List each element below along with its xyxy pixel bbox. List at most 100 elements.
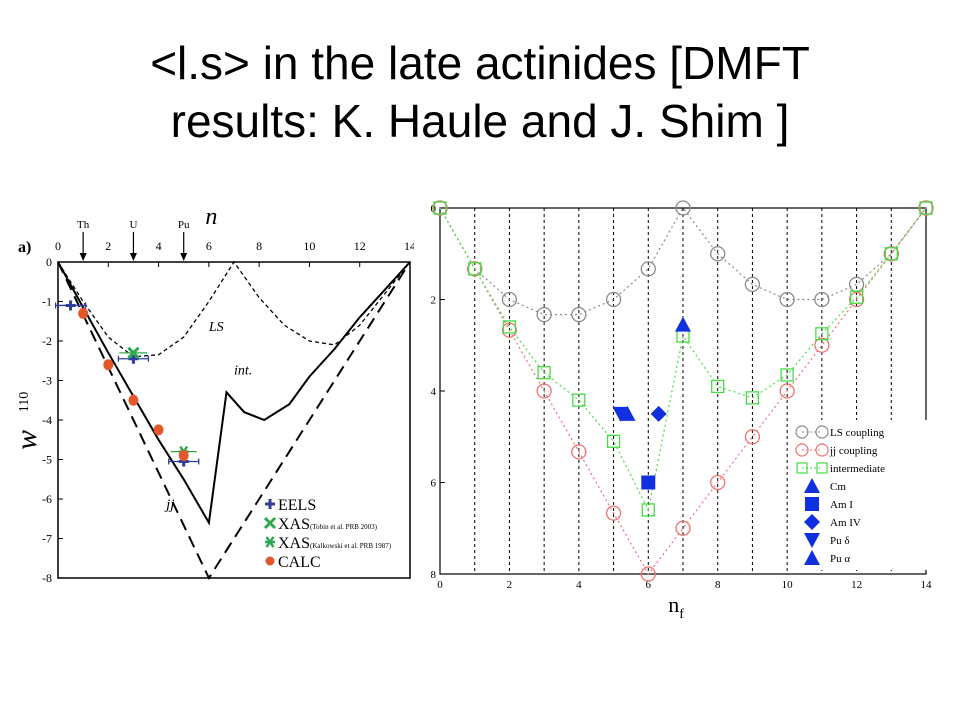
x-tick-label: 4	[156, 239, 162, 253]
data-point-square	[433, 201, 447, 215]
x-tick-label: 8	[715, 579, 721, 591]
x-tick-label: 10	[782, 579, 794, 591]
data-point-circle	[814, 337, 830, 353]
data-point-square	[641, 503, 655, 517]
data-point-x	[127, 346, 140, 359]
data-point-circle	[710, 474, 726, 491]
legend-marker-diamond	[804, 514, 820, 530]
legend-label: jj coupling	[829, 445, 878, 457]
legend-marker-circle	[795, 425, 809, 439]
legend-marker-circle	[815, 425, 829, 439]
x-axis-label: n	[205, 204, 217, 230]
legend-label: LS coupling	[830, 427, 885, 439]
data-point-circle	[501, 322, 518, 338]
legend-marker-circle	[795, 443, 809, 457]
legend-marker-triangle-up	[804, 478, 820, 493]
legend-marker-square	[796, 462, 808, 474]
y-tick-label: -8	[42, 571, 52, 585]
data-point-circle	[779, 291, 795, 308]
element-arrow-head	[79, 253, 87, 261]
data-point-circle	[467, 261, 483, 277]
legend-label: Cm	[830, 481, 846, 493]
data-point-dot	[78, 307, 89, 319]
legend-label: Am IV	[830, 517, 861, 529]
x-tick-label: 14	[921, 579, 933, 591]
series-line-int	[57, 261, 411, 526]
legend-label: Pu δ	[830, 535, 850, 547]
series-line-LS	[57, 260, 411, 358]
data-point-square-filled	[641, 475, 656, 490]
data-point-circle	[779, 383, 795, 399]
legend-marker-dot	[265, 556, 275, 566]
data-point-circle	[744, 276, 761, 293]
element-arrow-head	[180, 253, 188, 261]
data-point-circle	[710, 246, 726, 262]
data-point-triangle-up	[675, 316, 691, 332]
title-line-1: <l.s> in the late actinides [DMFT	[150, 37, 810, 89]
y-tick-label: 4	[431, 386, 437, 398]
element-arrow-head	[129, 253, 137, 261]
data-point-circle	[640, 566, 656, 582]
x-axis-label: nf	[668, 592, 684, 620]
panel-label: a)	[18, 239, 31, 256]
data-point-circle	[848, 291, 865, 308]
x-tick-label: 14	[404, 239, 414, 253]
legend-note: (Tobin et al. PRB 2003)	[310, 523, 378, 531]
data-point-plus	[128, 353, 139, 364]
element-label: U	[129, 219, 137, 231]
x-tick-label: 6	[646, 579, 652, 591]
left-chart: 0 2 4 6 8 10 12 14 n Th U Pu 0 -1 -2 -3 -4 -5 -6 -7 -8 a) w 110…	[14, 204, 414, 585]
y-tick-label: -6	[42, 492, 52, 506]
series-line	[439, 207, 927, 512]
data-point-square	[711, 379, 725, 394]
data-point-circle	[571, 306, 587, 323]
x-tick-label: 12	[354, 239, 366, 253]
legend-marker-plus	[265, 499, 275, 509]
legend-marker-star	[265, 536, 275, 548]
data-point-circle	[501, 291, 518, 308]
legend-marker-circle	[815, 443, 829, 457]
data-point-square	[502, 320, 517, 334]
data-point-square	[780, 368, 794, 382]
y-tick-label: -5	[42, 453, 52, 467]
series-label: int.	[234, 364, 252, 379]
x-tick-label: 4	[576, 579, 582, 591]
data-point-dot	[128, 394, 139, 406]
x-tick-label: 10	[303, 239, 315, 253]
element-label: Pu	[178, 219, 190, 231]
legend-note: (Kalkowski et al. PRB 1987)	[310, 542, 392, 550]
legend-marker-x	[263, 516, 277, 530]
data-point-square	[537, 366, 551, 380]
data-point-triangle-down	[612, 406, 629, 422]
data-point-square	[606, 434, 621, 448]
legend-label: EELS	[278, 497, 316, 514]
data-point-square	[572, 393, 586, 407]
y-tick-label: -4	[42, 413, 52, 427]
data-point-circle	[605, 291, 622, 308]
data-point-triangle-up	[619, 405, 636, 421]
data-point-square	[745, 391, 760, 405]
slide-title: <l.s> in the late actinides [DMFT result…	[0, 34, 960, 150]
data-point-circle	[605, 505, 622, 521]
y-tick-label: -3	[42, 374, 52, 388]
y-axis-label: w	[14, 430, 43, 450]
y-tick-label: -1	[42, 295, 52, 309]
x-tick-label: 12	[851, 579, 862, 591]
data-point-dot	[178, 450, 189, 462]
legend-label: XAS(Tobin et al. PRB 2003)	[278, 516, 378, 533]
data-point-square	[919, 201, 933, 215]
series-line	[439, 207, 927, 576]
data-point-circle	[571, 444, 587, 460]
title-line-2: results: K. Haule and J. Shim ]	[170, 95, 790, 147]
data-point-diamond	[650, 405, 667, 422]
x-tick-label: 8	[256, 239, 262, 253]
data-point-circle	[675, 520, 691, 536]
legend-marker-triangle-up	[804, 550, 820, 565]
x-tick-label: 0	[55, 239, 61, 253]
y-tick-label: 0	[46, 255, 52, 269]
data-point-circle	[814, 291, 830, 308]
x-tick-label: 2	[507, 579, 513, 591]
legend-label: Am I	[830, 499, 853, 511]
x-axis-label-sub: f	[679, 607, 684, 620]
